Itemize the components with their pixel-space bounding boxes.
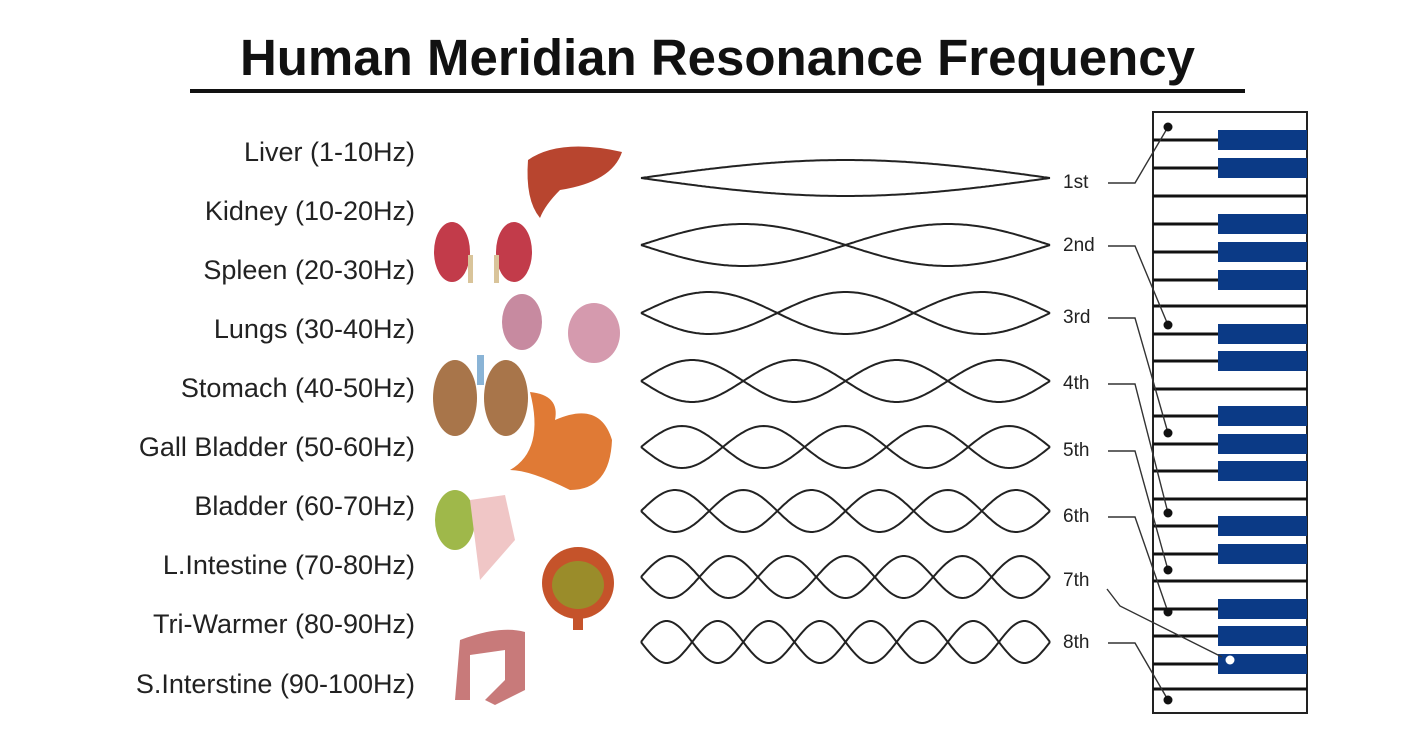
harmonic-label: 1st — [1063, 172, 1089, 193]
key-marker-dot — [1163, 607, 1173, 617]
leader-line — [1108, 450, 1169, 571]
meridian-label: Kidney (10-20Hz) — [204, 196, 415, 226]
stomach-icon — [510, 392, 612, 490]
leader-line — [1106, 588, 1223, 658]
meridian-label: Stomach (40-50Hz) — [180, 373, 415, 403]
key-marker-dot — [1225, 655, 1235, 665]
gall-bladder-icon — [435, 490, 515, 580]
wave-harmonic-1 — [640, 177, 1051, 197]
black-key — [1218, 130, 1307, 150]
black-key — [1218, 599, 1307, 619]
black-key — [1218, 351, 1307, 371]
wave-harmonic-4 — [640, 359, 1051, 403]
key-marker-dot — [1163, 695, 1173, 705]
black-key — [1218, 461, 1307, 481]
bladder-icon — [542, 547, 614, 630]
wave-harmonic-3 — [640, 291, 1051, 335]
leader-line — [1108, 383, 1169, 514]
harmonic-label: 2nd — [1063, 235, 1095, 256]
black-key — [1218, 516, 1307, 536]
wave-harmonic-1 — [640, 159, 1051, 179]
diagram-title: Human Meridian Resonance Frequency — [239, 29, 1196, 86]
black-key — [1218, 270, 1307, 290]
black-key — [1218, 654, 1307, 674]
black-key — [1218, 626, 1307, 646]
wave-harmonic-3 — [640, 291, 1051, 335]
kidneys-icon — [434, 222, 532, 283]
wave-harmonic-7 — [640, 554, 1051, 600]
harmonic-label: 7th — [1063, 570, 1090, 591]
harmonic-label: 8th — [1063, 632, 1090, 653]
wave-harmonic-5 — [640, 424, 1051, 470]
key-marker-dot — [1163, 428, 1173, 438]
key-marker-dot — [1163, 122, 1173, 132]
black-key — [1218, 214, 1307, 234]
harmonic-label: 5th — [1063, 440, 1090, 461]
leader-line — [1108, 317, 1169, 434]
harmonic-label: 3rd — [1063, 307, 1091, 328]
meridian-label: L.Intestine (70-80Hz) — [162, 550, 415, 580]
harmonic-leader-lines — [1106, 122, 1235, 705]
black-key — [1218, 242, 1307, 262]
meridian-label: Spleen (20-30Hz) — [203, 255, 415, 285]
meridian-label: Gall Bladder (50-60Hz) — [138, 432, 415, 462]
leader-line — [1108, 245, 1169, 326]
wave-harmonic-7 — [640, 554, 1051, 600]
intestine-icon — [455, 629, 525, 705]
meridian-label: S.Interstine (90-100Hz) — [135, 669, 415, 699]
key-marker-dot — [1163, 320, 1173, 330]
standing-waves — [640, 159, 1051, 664]
spleen-icon — [502, 294, 620, 363]
black-key — [1218, 324, 1307, 344]
meridian-label: Lungs (30-40Hz) — [213, 314, 415, 344]
wave-harmonic-5 — [640, 424, 1051, 470]
piano-keyboard — [1152, 111, 1308, 714]
key-marker-dot — [1163, 565, 1173, 575]
key-marker-dot — [1163, 508, 1173, 518]
wave-harmonic-6 — [640, 488, 1051, 534]
leader-line — [1108, 516, 1169, 613]
wave-harmonic-2 — [640, 223, 1051, 267]
meridian-label: Tri-Warmer (80-90Hz) — [153, 609, 415, 639]
harmonic-label: 6th — [1063, 506, 1090, 527]
lungs-icon — [433, 355, 528, 436]
title-underline — [190, 89, 1245, 93]
harmonic-label: 4th — [1063, 373, 1090, 394]
organ-illustrations — [433, 146, 622, 705]
black-key — [1218, 406, 1307, 426]
leader-line — [1108, 642, 1169, 701]
meridian-label: Liver (1-10Hz) — [243, 137, 415, 167]
black-key — [1218, 434, 1307, 454]
liver-icon — [527, 146, 622, 218]
meridian-label: Bladder (60-70Hz) — [194, 491, 415, 521]
leader-line — [1108, 126, 1169, 184]
black-key — [1218, 158, 1307, 178]
wave-harmonic-8 — [640, 620, 1051, 664]
black-key — [1218, 544, 1307, 564]
